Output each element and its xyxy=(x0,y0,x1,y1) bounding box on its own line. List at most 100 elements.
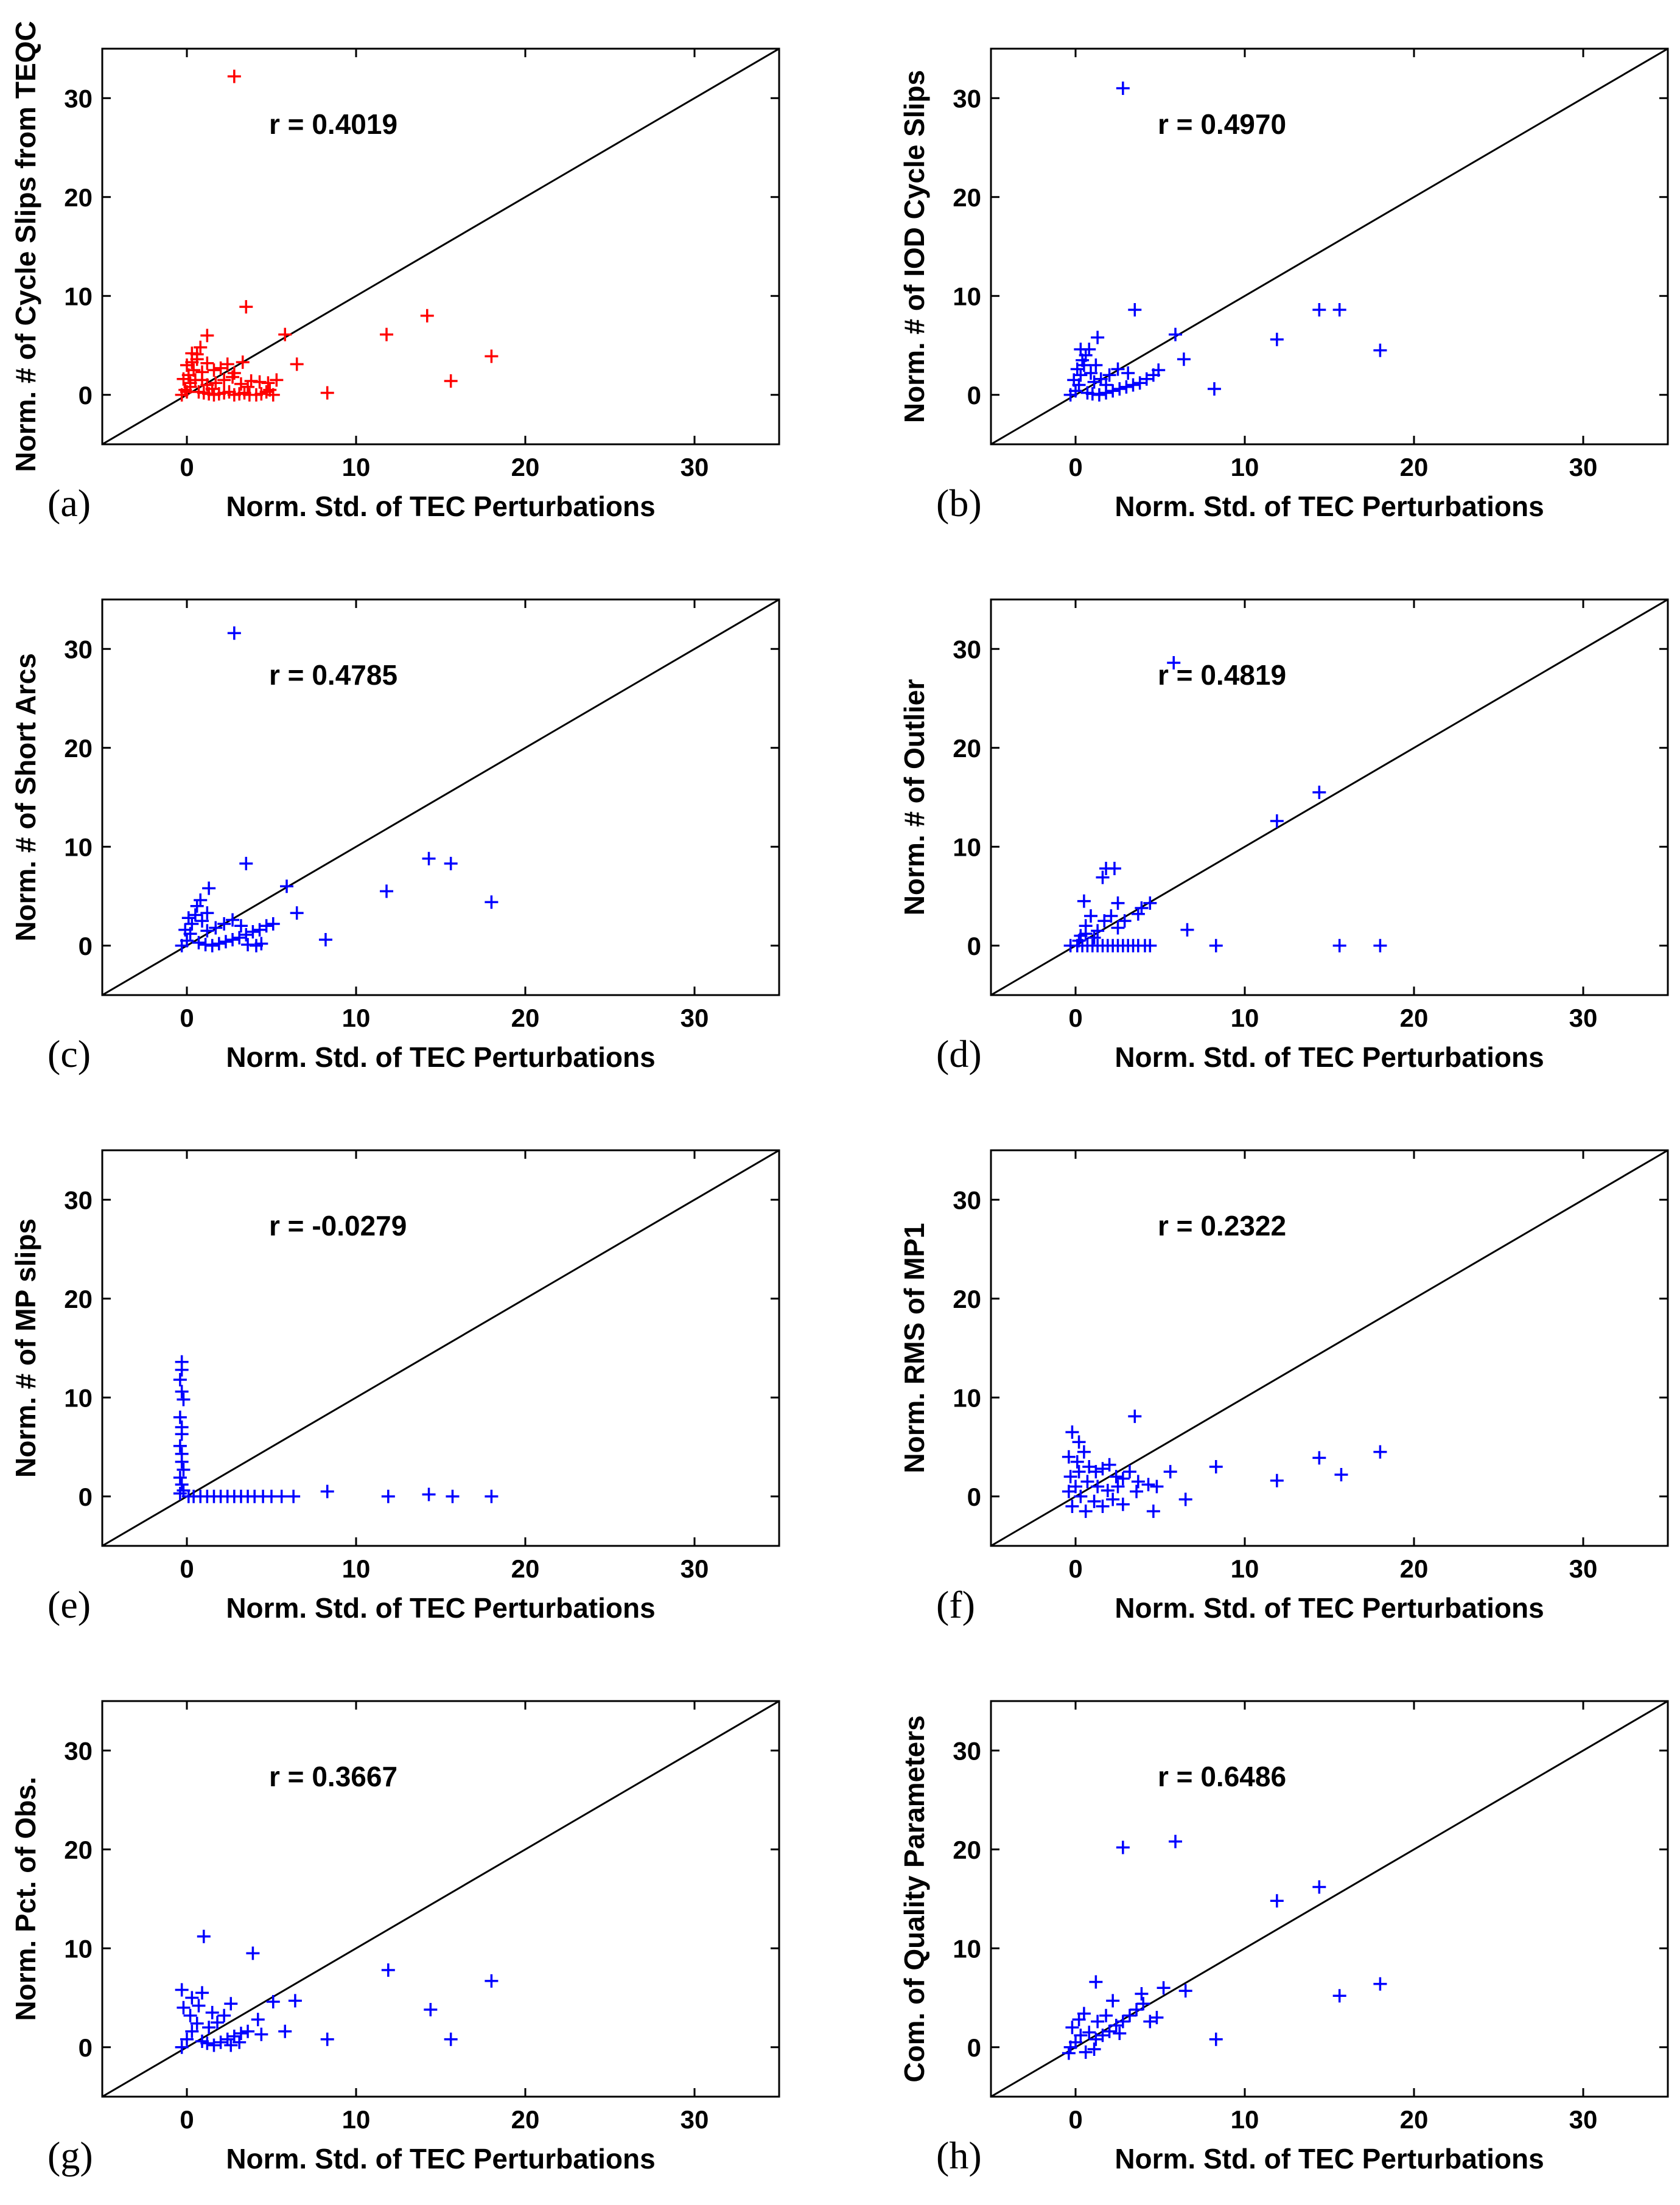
data-point xyxy=(173,1439,187,1453)
data-point xyxy=(1169,1834,1183,1848)
y-tick-label: 20 xyxy=(64,734,93,763)
data-point xyxy=(214,2035,228,2049)
x-axis-label: Norm. Std. of TEC Perturbations xyxy=(226,1041,655,1073)
scatter-panel: 0 10 20 30 0 10 20 30 r = 0.3667 Norm. Std. of TE… xyxy=(10,1700,780,2177)
scatter-panel: 0 10 20 30 0 10 20 30 r = 0.4785 Norm. Std. of TE… xyxy=(10,598,780,1075)
data-point xyxy=(1089,358,1103,372)
x-tick-label: 0 xyxy=(180,1554,194,1583)
data-point xyxy=(1069,384,1082,398)
reference-line xyxy=(102,1701,779,2097)
y-axis-label: Norm. # of Outlier xyxy=(898,679,930,916)
data-point xyxy=(1126,378,1140,392)
data-point xyxy=(1131,1475,1145,1489)
y-tick-label: 20 xyxy=(64,183,93,212)
data-point xyxy=(180,2032,194,2046)
panel-letter: (d) xyxy=(936,1032,982,1075)
data-point xyxy=(261,376,275,390)
x-tick-label: 10 xyxy=(342,2105,371,2134)
point-group xyxy=(1063,82,1387,402)
data-point xyxy=(195,1986,209,2000)
data-point xyxy=(1178,1984,1192,1998)
x-tick-label: 0 xyxy=(1068,1004,1082,1032)
data-point xyxy=(1113,382,1127,396)
data-point xyxy=(1270,1473,1284,1487)
x-tick-label: 10 xyxy=(342,453,371,481)
data-point xyxy=(1143,2015,1157,2029)
point-group xyxy=(1062,1834,1387,2060)
point-group xyxy=(175,626,499,952)
y-tick-label: 10 xyxy=(953,1383,981,1412)
data-point xyxy=(1079,1504,1093,1518)
data-point xyxy=(1070,1455,1084,1469)
scatter-panel: 0 10 20 30 0 10 20 30 r = -0.0279 Norm. Std. of T… xyxy=(10,1149,780,1626)
y-axis-label: Norm. RMS of MP1 xyxy=(898,1223,930,1473)
point-group xyxy=(173,1355,499,1503)
y-tick-label: 30 xyxy=(953,1186,981,1214)
data-point xyxy=(1091,924,1105,938)
data-point xyxy=(220,357,234,371)
data-point xyxy=(209,921,223,935)
data-point xyxy=(1063,1470,1077,1484)
plot-frame xyxy=(101,47,780,446)
y-tick-label: 10 xyxy=(64,1934,93,1963)
data-point xyxy=(1089,1975,1103,1989)
data-point xyxy=(1077,894,1091,908)
data-point xyxy=(1096,870,1110,884)
data-point xyxy=(226,913,240,927)
y-tick-label: 20 xyxy=(953,734,981,763)
data-point xyxy=(190,348,204,362)
y-tick-label: 10 xyxy=(953,1934,981,1963)
plot-frame xyxy=(101,1700,780,2098)
data-point xyxy=(1116,1472,1130,1486)
scatter-panel: 0 10 20 30 0 10 20 30 r = 0.4819 Norm. Std. of TE… xyxy=(898,598,1669,1075)
data-point xyxy=(1135,901,1149,915)
data-point xyxy=(1169,327,1183,341)
data-point xyxy=(485,1489,499,1503)
data-point xyxy=(1180,923,1194,937)
data-point xyxy=(422,851,436,865)
y-axis-label: Norm. # of Cycle Slips from TEQC xyxy=(10,21,41,472)
data-point xyxy=(1096,1462,1110,1476)
x-tick-label: 10 xyxy=(1231,1004,1259,1032)
plot-frame xyxy=(101,1149,780,1547)
data-point xyxy=(1209,2032,1223,2046)
point-group xyxy=(175,69,499,402)
data-point xyxy=(192,935,206,949)
y-tick-label: 10 xyxy=(953,282,981,310)
data-point xyxy=(1062,1450,1076,1464)
data-point xyxy=(1373,1977,1387,1991)
data-point xyxy=(1084,909,1098,923)
data-point xyxy=(287,1489,301,1503)
point-group xyxy=(1063,656,1387,952)
y-axis-label: Com. of Quality Parameters xyxy=(898,1715,930,2082)
data-point xyxy=(217,373,231,387)
data-point xyxy=(263,383,277,397)
y-tick-label: 10 xyxy=(64,833,93,861)
data-point xyxy=(205,382,219,396)
data-point xyxy=(178,383,192,397)
data-point xyxy=(1104,909,1118,923)
data-point xyxy=(1096,1500,1110,1513)
x-tick-label: 0 xyxy=(180,1004,194,1032)
data-point xyxy=(177,1462,191,1476)
data-point xyxy=(253,923,267,937)
y-tick-label: 30 xyxy=(953,1736,981,1765)
data-point xyxy=(254,937,268,951)
x-tick-label: 30 xyxy=(681,2105,709,2134)
data-point xyxy=(1107,862,1121,875)
data-point xyxy=(175,1363,189,1377)
data-point xyxy=(1139,372,1153,386)
y-tick-label: 20 xyxy=(64,1836,93,1864)
data-point xyxy=(1150,1480,1164,1494)
data-point xyxy=(212,937,226,951)
point-group xyxy=(175,1929,499,2054)
data-point xyxy=(227,69,241,83)
data-point xyxy=(175,1478,189,1492)
y-tick-label: 0 xyxy=(967,2033,981,2062)
correlation-annotation: r = 0.2322 xyxy=(1158,1210,1286,1242)
data-point xyxy=(185,355,199,369)
y-tick-label: 0 xyxy=(79,2033,93,2062)
y-tick-label: 0 xyxy=(967,381,981,410)
data-point xyxy=(1089,1465,1103,1479)
data-point xyxy=(1092,388,1106,402)
